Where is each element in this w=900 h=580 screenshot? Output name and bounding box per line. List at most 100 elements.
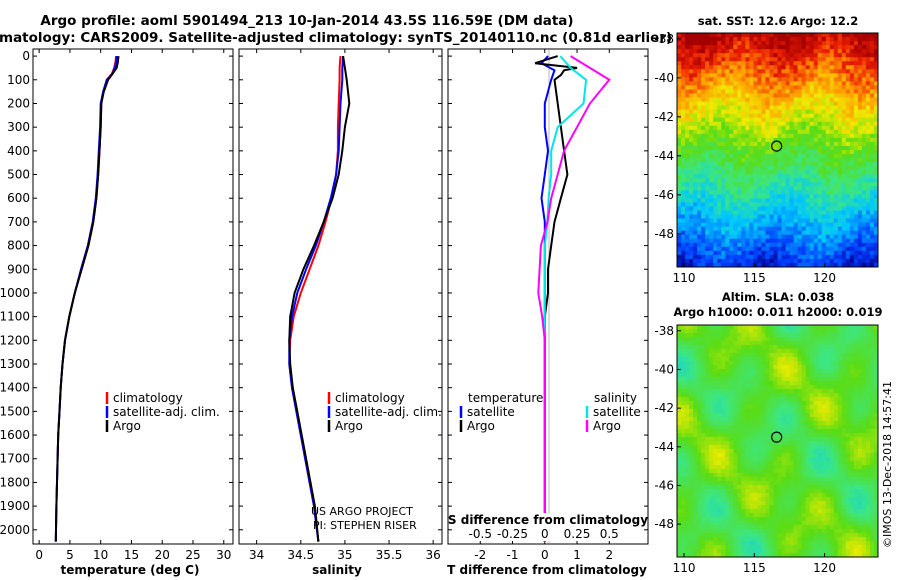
- map-cell: [825, 433, 831, 438]
- map-cell: [861, 69, 867, 74]
- map-cell: [757, 73, 762, 78]
- map-cell: [805, 150, 811, 155]
- map-cell: [741, 97, 746, 103]
- map-cell: [733, 357, 738, 362]
- map-cell: [749, 457, 754, 462]
- map-cell: [821, 202, 827, 207]
- map-cell: [769, 405, 774, 410]
- map-cell: [749, 137, 754, 143]
- map-cell: [793, 41, 799, 46]
- map-cell: [825, 150, 831, 155]
- map-cell: [841, 333, 847, 338]
- map-cell: [853, 97, 859, 103]
- map-cell: [757, 393, 762, 398]
- map-cell: [705, 230, 710, 236]
- map-cell: [737, 429, 742, 434]
- map-cell: [817, 246, 823, 252]
- map-cell: [737, 49, 742, 54]
- map-cell: [721, 357, 726, 362]
- map-cell: [777, 325, 783, 330]
- map-cell: [777, 449, 783, 454]
- map-cell: [685, 469, 690, 474]
- map-cell: [813, 429, 819, 434]
- map-cell: [837, 133, 843, 139]
- map-cell: [821, 337, 827, 342]
- map-cell: [753, 105, 758, 111]
- map-cell: [705, 57, 710, 62]
- map-cell: [681, 325, 686, 330]
- map-cell: [789, 117, 795, 123]
- map-cell: [713, 246, 718, 252]
- map-cell: [705, 234, 710, 240]
- map-cell: [825, 329, 831, 334]
- map-cell: [757, 49, 762, 54]
- map-cell: [677, 449, 682, 454]
- map-cell: [769, 37, 774, 42]
- map-cell: [737, 449, 742, 454]
- map-cell: [797, 33, 803, 38]
- map-cell: [813, 377, 819, 382]
- map-cell: [701, 437, 706, 442]
- map-cell: [841, 141, 847, 147]
- map-cell: [797, 178, 803, 183]
- map-cell: [789, 349, 795, 354]
- map-cell: [781, 385, 787, 390]
- map-cell: [701, 33, 706, 38]
- map-cell: [813, 262, 819, 267]
- map-cell: [793, 61, 799, 66]
- map-cell: [813, 361, 819, 366]
- depth-tick-label-1200: 1200: [0, 333, 30, 347]
- map-cell: [769, 242, 774, 248]
- map-cell: [793, 166, 799, 171]
- map-cell: [737, 329, 742, 334]
- map-cell: [801, 218, 807, 224]
- map-cell: [837, 174, 843, 179]
- map-cell: [721, 333, 726, 338]
- map-cell: [701, 226, 706, 232]
- map-cell: [845, 93, 851, 99]
- map-cell: [805, 242, 811, 248]
- map-cell: [717, 465, 722, 470]
- sla-map-title-1: Altim. SLA: 0.038: [722, 290, 834, 304]
- map-cell: [685, 254, 690, 260]
- map-cell: [837, 97, 843, 103]
- map-cell: [713, 357, 718, 362]
- map-cell: [837, 190, 843, 195]
- map-cell: [833, 401, 839, 406]
- map-cell: [757, 325, 762, 330]
- map-cell: [757, 429, 762, 434]
- map-cell: [845, 129, 851, 135]
- map-cell: [729, 365, 734, 370]
- map-cell: [757, 389, 762, 394]
- map-cell: [849, 457, 855, 462]
- map-cell: [781, 33, 787, 38]
- map-cell: [833, 33, 839, 38]
- map-cell: [857, 65, 863, 70]
- map-cell: [809, 145, 815, 151]
- map-cell: [701, 182, 706, 187]
- map-cell: [689, 325, 694, 330]
- x-tick-label-15: 15: [124, 548, 139, 562]
- map-cell: [829, 373, 835, 378]
- map-cell: [873, 73, 878, 78]
- map-cell: [873, 409, 878, 414]
- map-cell: [813, 97, 819, 103]
- map-cell: [733, 162, 738, 167]
- map-cell: [721, 373, 726, 378]
- map-cell: [825, 214, 831, 220]
- map-cell: [773, 433, 778, 438]
- depth-tick-label-2000: 2000: [0, 523, 30, 537]
- map-cell: [837, 93, 843, 99]
- map-cell: [817, 129, 823, 135]
- map-cell: [801, 69, 807, 74]
- map-cell: [873, 389, 878, 394]
- map-cell: [693, 182, 698, 187]
- map-cell: [793, 325, 799, 330]
- map-cell: [677, 365, 682, 370]
- map-cell: [749, 121, 754, 127]
- map-cell: [721, 170, 726, 175]
- map-cell: [689, 33, 694, 38]
- map-cell: [737, 401, 742, 406]
- map-cell: [729, 349, 734, 354]
- map-cell: [677, 389, 682, 394]
